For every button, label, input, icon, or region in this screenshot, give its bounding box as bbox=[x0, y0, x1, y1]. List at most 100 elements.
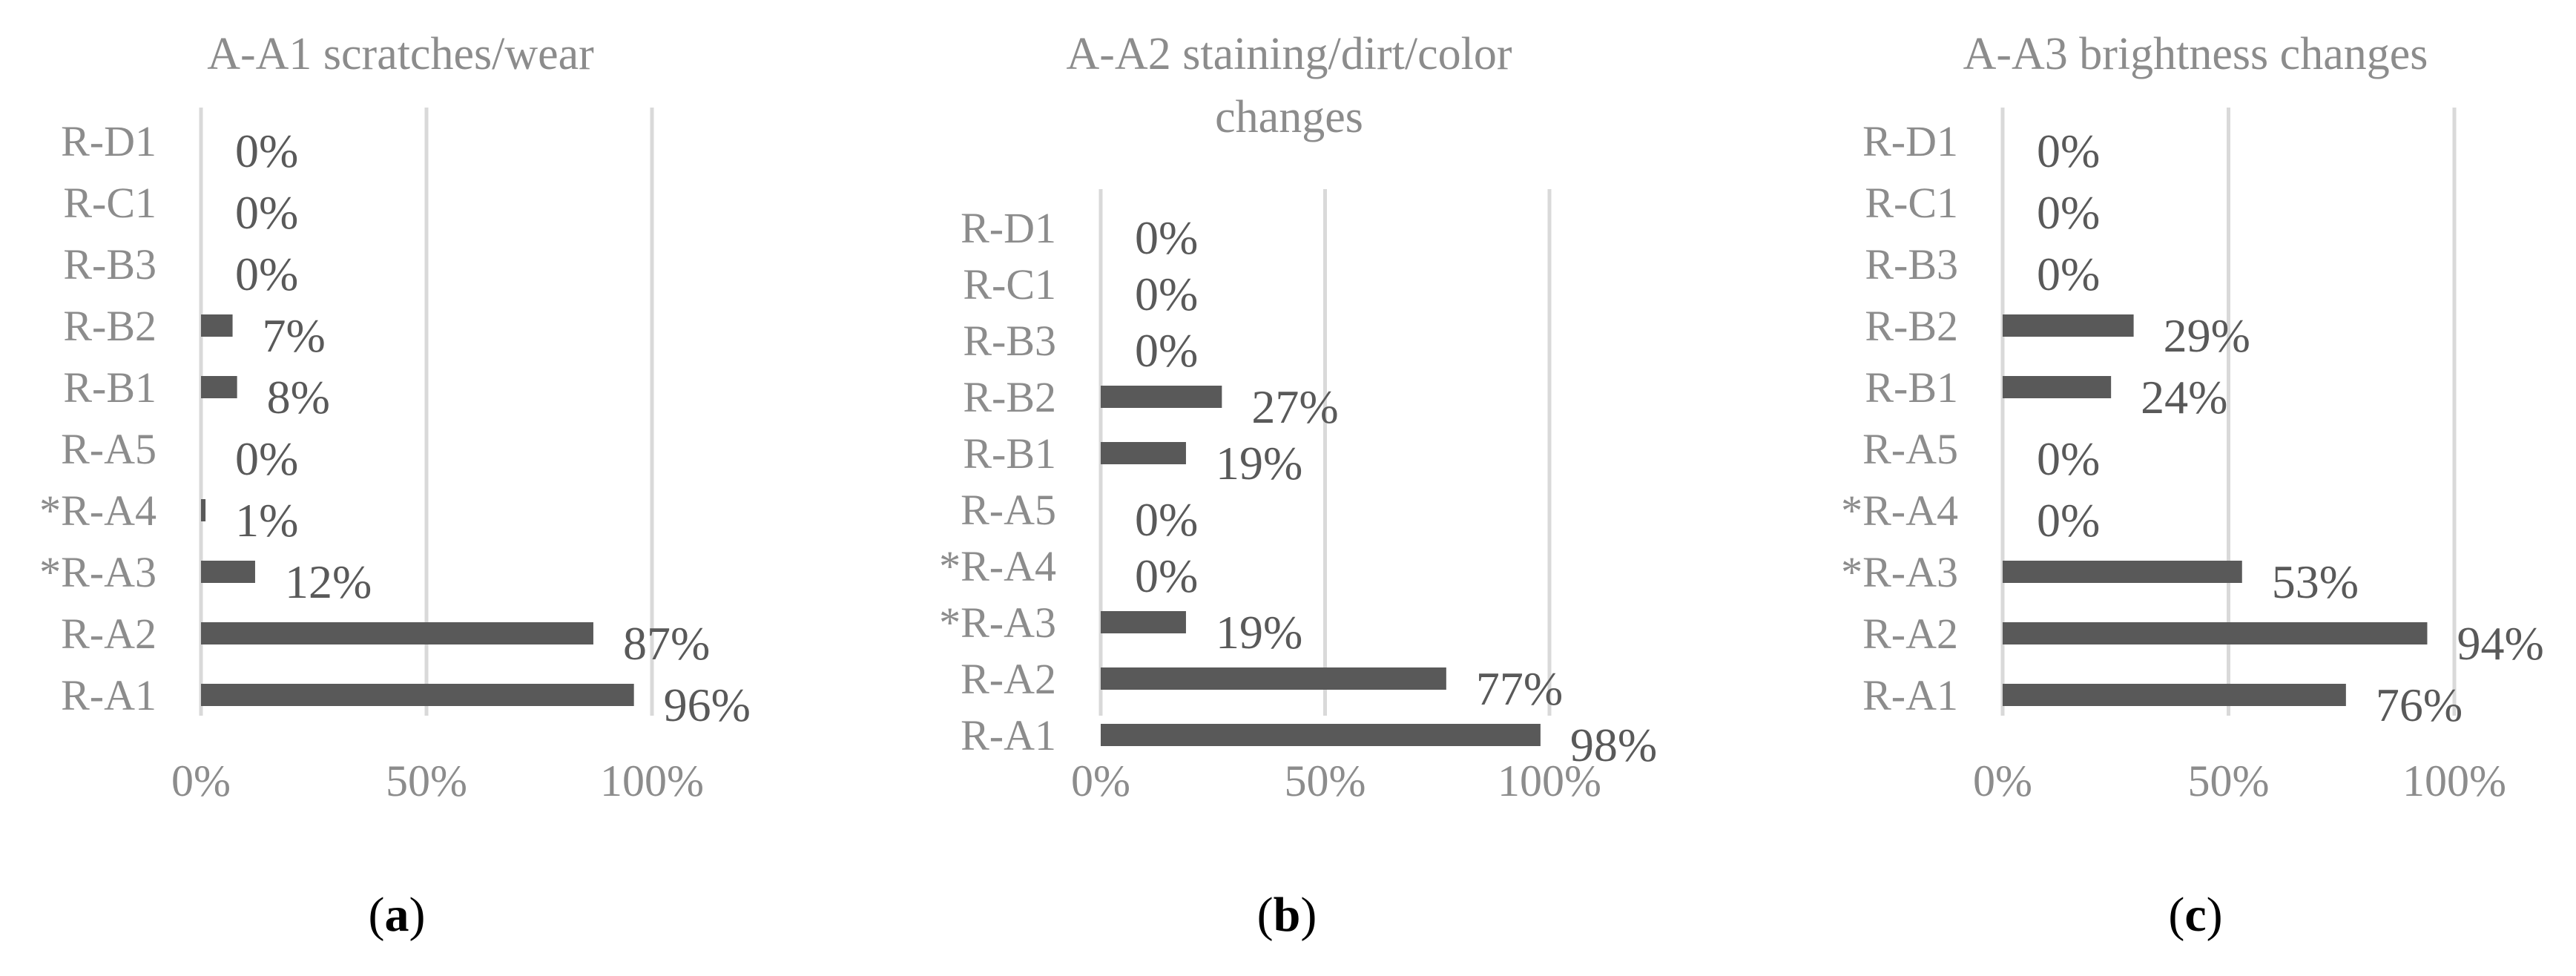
data-label: 1% bbox=[235, 494, 298, 547]
bar bbox=[2003, 314, 2134, 337]
data-label: 96% bbox=[664, 679, 751, 731]
category-label: *R-A4 bbox=[1841, 487, 1958, 535]
bar bbox=[201, 376, 237, 398]
data-label: 7% bbox=[263, 309, 326, 362]
category-label: R-A1 bbox=[1862, 671, 1958, 719]
chart-title: A-A3 brightness changes bbox=[1963, 29, 2428, 79]
data-label: 77% bbox=[1476, 662, 1563, 715]
category-label: R-A2 bbox=[1862, 610, 1958, 658]
category-label: R-B3 bbox=[963, 317, 1056, 365]
chart-title-line: changes bbox=[1215, 92, 1363, 142]
chart-title-line: A-A2 staining/dirt/color bbox=[1067, 29, 1512, 79]
panel-label-letter: c bbox=[2184, 888, 2206, 942]
bar bbox=[201, 499, 206, 521]
category-label: R-A1 bbox=[61, 671, 157, 719]
category-label: R-D1 bbox=[961, 204, 1056, 252]
category-label: *R-A4 bbox=[939, 542, 1056, 590]
chart-title: A-A1 scratches/wear bbox=[207, 29, 594, 79]
data-label: 8% bbox=[267, 371, 330, 423]
bar bbox=[1101, 667, 1446, 690]
data-label: 0% bbox=[2037, 125, 2100, 177]
category-label: R-A5 bbox=[1862, 425, 1958, 473]
category-label: R-B1 bbox=[1865, 363, 1958, 412]
category-label: R-B1 bbox=[963, 429, 1056, 478]
x-tick-label: 100% bbox=[2402, 756, 2506, 805]
bar bbox=[201, 561, 255, 583]
data-label: 19% bbox=[1216, 437, 1302, 489]
x-tick-label: 100% bbox=[1498, 756, 1601, 805]
data-label: 0% bbox=[1135, 493, 1198, 546]
panel-label-open: ( bbox=[2168, 888, 2184, 942]
chart-title: A-A2 staining/dirt/color changes bbox=[1067, 29, 1512, 142]
category-label: *R-A3 bbox=[39, 548, 157, 596]
data-label: 0% bbox=[235, 248, 298, 300]
data-label: 19% bbox=[1216, 606, 1302, 659]
category-label: R-B2 bbox=[63, 302, 157, 350]
data-label: 76% bbox=[2376, 679, 2463, 731]
category-label: R-A2 bbox=[961, 655, 1056, 703]
bar bbox=[2003, 376, 2112, 398]
data-label: 94% bbox=[2457, 617, 2543, 670]
x-tick-label: 50% bbox=[2188, 756, 2270, 805]
bar bbox=[201, 622, 593, 644]
x-tick-label: 0% bbox=[1071, 756, 1130, 805]
bar bbox=[201, 314, 233, 337]
panel-label: (a) bbox=[369, 888, 426, 942]
data-label: 0% bbox=[235, 432, 298, 485]
data-label: 0% bbox=[2037, 186, 2100, 239]
category-label: R-C1 bbox=[63, 179, 157, 227]
bar bbox=[2003, 561, 2242, 583]
panel-label-open: ( bbox=[369, 888, 385, 942]
panel-label-letter: a bbox=[385, 888, 409, 942]
chart-panel-a: A-A1 scratches/wear 0% 50% 100% R-A1 96% R-A2 8… bbox=[39, 29, 751, 942]
category-label: R-D1 bbox=[61, 117, 157, 165]
panel-label: (b) bbox=[1257, 888, 1317, 942]
category-label: R-A1 bbox=[961, 711, 1056, 759]
data-label: 53% bbox=[2272, 555, 2359, 608]
chart-panel-b: A-A2 staining/dirt/color changes 0% 50% 100%… bbox=[939, 29, 1657, 942]
category-label: *R-A3 bbox=[1841, 548, 1958, 596]
category-label: R-B3 bbox=[63, 240, 157, 288]
data-label: 0% bbox=[2037, 248, 2100, 300]
data-label: 0% bbox=[1135, 324, 1198, 377]
x-tick-label: 0% bbox=[171, 756, 231, 805]
category-label: R-A5 bbox=[961, 486, 1056, 534]
panel-label: (c) bbox=[2168, 888, 2222, 942]
data-label: 27% bbox=[1251, 380, 1338, 433]
category-label: R-B2 bbox=[1865, 302, 1958, 350]
data-label: 0% bbox=[2037, 494, 2100, 547]
bar bbox=[1101, 386, 1222, 408]
data-label: 98% bbox=[1570, 719, 1657, 771]
data-label: 0% bbox=[235, 186, 298, 239]
bar bbox=[1101, 724, 1541, 746]
panel-label-close: ) bbox=[1300, 888, 1317, 942]
panel-label-letter: b bbox=[1274, 888, 1301, 942]
category-label: R-A2 bbox=[61, 610, 157, 658]
bar bbox=[2003, 684, 2346, 706]
data-label: 12% bbox=[285, 555, 372, 608]
category-label: R-B1 bbox=[63, 363, 157, 412]
data-label: 0% bbox=[235, 125, 298, 177]
panel-label-close: ) bbox=[409, 888, 426, 942]
panel-label-open: ( bbox=[1257, 888, 1274, 942]
data-label: 0% bbox=[1135, 268, 1198, 320]
category-label: R-A5 bbox=[61, 425, 157, 473]
data-label: 0% bbox=[1135, 211, 1198, 264]
data-label: 87% bbox=[623, 617, 710, 670]
category-label: R-D1 bbox=[1862, 117, 1958, 165]
category-label: R-B2 bbox=[963, 373, 1056, 421]
x-tick-label: 50% bbox=[386, 756, 467, 805]
panel-label-close: ) bbox=[2207, 888, 2223, 942]
data-label: 0% bbox=[2037, 432, 2100, 485]
category-label: R-C1 bbox=[1865, 179, 1958, 227]
x-tick-label: 0% bbox=[1973, 756, 2032, 805]
category-label: R-C1 bbox=[963, 260, 1056, 309]
category-label: R-B3 bbox=[1865, 240, 1958, 288]
category-label: *R-A3 bbox=[939, 599, 1056, 647]
x-tick-label: 100% bbox=[600, 756, 704, 805]
data-label: 24% bbox=[2141, 371, 2227, 423]
bar bbox=[2003, 622, 2428, 644]
chart-panel-c: A-A3 brightness changes 0% 50% 100% R-A1 76% R… bbox=[1841, 29, 2544, 942]
